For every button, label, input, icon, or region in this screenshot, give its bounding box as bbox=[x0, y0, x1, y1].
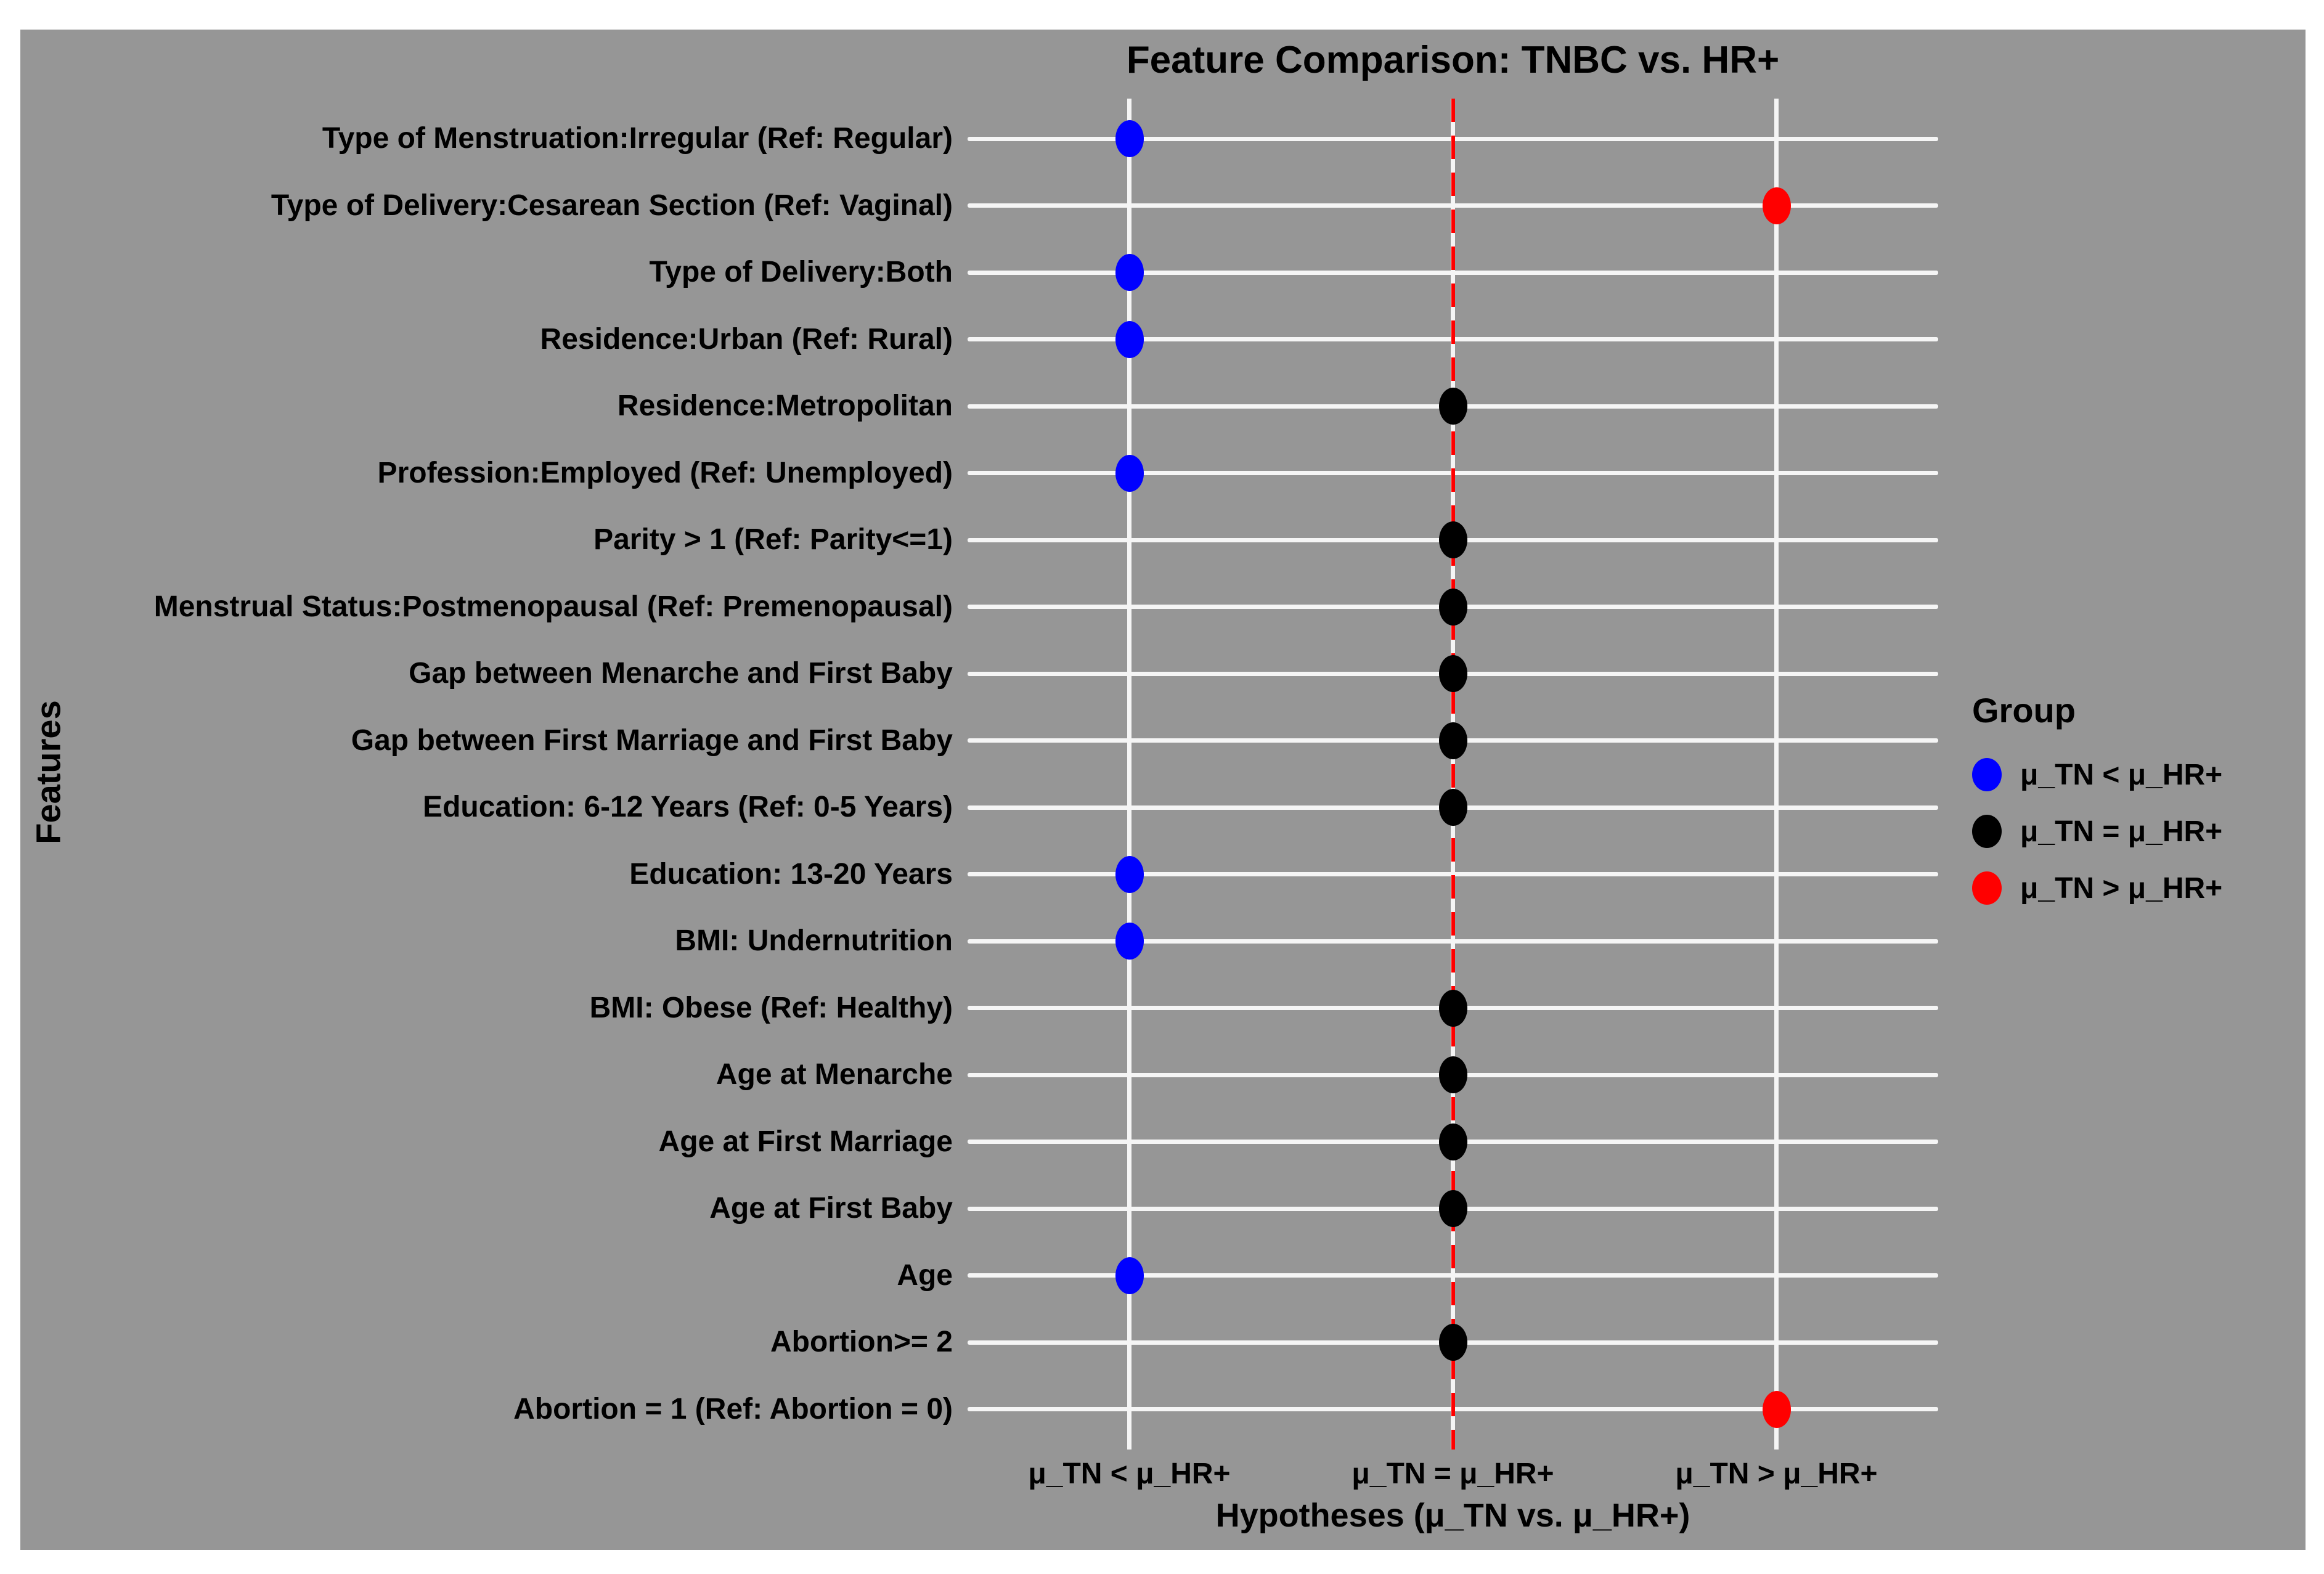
y-tick-label: Gap between Menarche and First Baby bbox=[409, 657, 953, 690]
legend-key-dot bbox=[1972, 758, 2002, 791]
y-tick-label: Age at First Baby bbox=[709, 1192, 953, 1225]
legend-entries: μ_TN < μ_HR+ μ_TN = μ_HR+ μ_TN > μ_HR+ bbox=[1972, 746, 2222, 916]
y-tick-label: Abortion>= 2 bbox=[770, 1326, 953, 1359]
y-tick-label: Menstrual Status:Postmenopausal (Ref: Pr… bbox=[153, 590, 953, 623]
y-tick-label: Residence:Metropolitan bbox=[617, 389, 953, 423]
data-point bbox=[1115, 855, 1144, 893]
legend-entry-label: μ_TN = μ_HR+ bbox=[2020, 815, 2223, 848]
v-gridline bbox=[1774, 99, 1779, 1450]
x-tick-label: μ_TN = μ_HR+ bbox=[1352, 1458, 1554, 1490]
legend: Group μ_TN < μ_HR+ μ_TN = μ_HR+ μ_TN > μ_H… bbox=[1972, 692, 2222, 916]
legend-entry-label: μ_TN < μ_HR+ bbox=[2020, 758, 2223, 791]
x-tick-label: μ_TN > μ_HR+ bbox=[1675, 1458, 1878, 1490]
y-tick-label: Education: 6-12 Years (Ref: 0-5 Years) bbox=[423, 791, 953, 824]
y-tick-label: Age at Menarche bbox=[716, 1058, 953, 1091]
data-point bbox=[1438, 1324, 1467, 1361]
y-tick-label: Parity > 1 (Ref: Parity<=1) bbox=[593, 523, 953, 557]
data-point bbox=[1438, 789, 1467, 826]
x-axis-title: Hypotheses (μ_TN vs. μ_HR+) bbox=[1215, 1497, 1690, 1534]
data-point bbox=[1115, 320, 1144, 358]
legend-entry-label: μ_TN > μ_HR+ bbox=[2020, 871, 2223, 905]
y-tick-label: Age at First Marriage bbox=[658, 1125, 953, 1158]
chart-panel: Feature Comparison: TNBC vs. HR+ Feature… bbox=[20, 30, 2306, 1550]
data-point bbox=[1438, 1190, 1467, 1228]
y-tick-label: Type of Menstruation:Irregular (Ref: Reg… bbox=[322, 122, 953, 155]
y-tick-label: Education: 13-20 Years bbox=[629, 857, 953, 891]
legend-entry: μ_TN = μ_HR+ bbox=[1972, 803, 2222, 860]
data-point bbox=[1438, 521, 1467, 559]
data-point bbox=[1115, 254, 1144, 292]
data-point bbox=[1115, 1257, 1144, 1294]
data-point bbox=[1115, 454, 1144, 492]
data-point bbox=[1438, 388, 1467, 425]
data-point bbox=[1115, 923, 1144, 960]
data-point bbox=[1438, 722, 1467, 759]
reference-dashed-line bbox=[1451, 99, 1455, 1450]
data-point bbox=[1438, 1123, 1467, 1160]
legend-entry: μ_TN > μ_HR+ bbox=[1972, 860, 2222, 916]
plot-area bbox=[968, 99, 1938, 1450]
y-tick-label: Abortion = 1 (Ref: Abortion = 0) bbox=[513, 1392, 953, 1425]
x-tick-label: μ_TN < μ_HR+ bbox=[1028, 1458, 1231, 1490]
data-point bbox=[1438, 588, 1467, 626]
v-gridline bbox=[1127, 99, 1131, 1450]
legend-key-dot bbox=[1972, 871, 2002, 905]
data-point bbox=[1115, 120, 1144, 158]
data-point bbox=[1438, 655, 1467, 693]
data-point bbox=[1438, 1056, 1467, 1094]
y-tick-label: BMI: Obese (Ref: Healthy) bbox=[589, 991, 953, 1024]
y-tick-label: Profession:Employed (Ref: Unemployed) bbox=[377, 456, 953, 489]
y-tick-label: Residence:Urban (Ref: Rural) bbox=[540, 322, 953, 356]
y-tick-label: Age bbox=[897, 1258, 953, 1292]
legend-key-dot bbox=[1972, 815, 2002, 848]
y-tick-label: Type of Delivery:Cesarean Section (Ref: … bbox=[271, 189, 953, 222]
legend-entry: μ_TN < μ_HR+ bbox=[1972, 746, 2222, 803]
data-point bbox=[1762, 1390, 1791, 1428]
y-tick-label: BMI: Undernutrition bbox=[675, 924, 953, 958]
y-tick-label: Type of Delivery:Both bbox=[649, 256, 953, 289]
data-point bbox=[1438, 989, 1467, 1027]
y-tick-label: Gap between First Marriage and First Bab… bbox=[351, 724, 953, 757]
legend-title: Group bbox=[1972, 691, 2076, 730]
data-point bbox=[1762, 187, 1791, 224]
chart-title: Feature Comparison: TNBC vs. HR+ bbox=[1126, 39, 1780, 81]
